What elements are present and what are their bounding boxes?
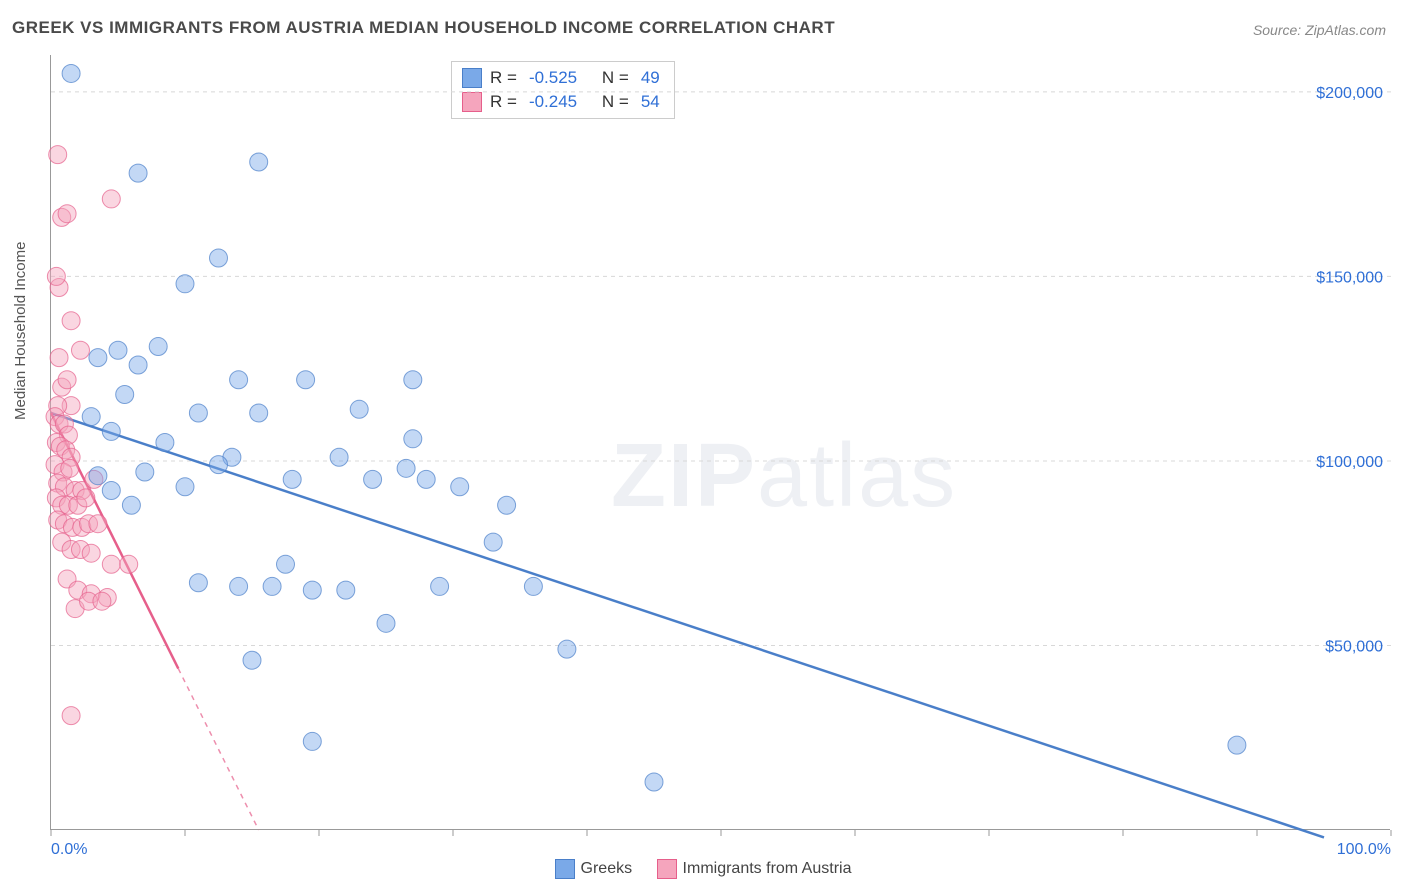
swatch-icon bbox=[657, 859, 677, 879]
plot-area: ZIPatlas R = -0.525 N = 49 R = -0.245 N … bbox=[50, 55, 1390, 830]
svg-text:$100,000: $100,000 bbox=[1316, 454, 1383, 471]
svg-text:$200,000: $200,000 bbox=[1316, 85, 1383, 102]
bottom-legend: Greeks Immigrants from Austria bbox=[0, 859, 1406, 884]
legend-item: Greeks bbox=[555, 859, 633, 879]
source-label: Source: ZipAtlas.com bbox=[1253, 22, 1386, 38]
legend-label: Immigrants from Austria bbox=[683, 860, 852, 878]
svg-text:$150,000: $150,000 bbox=[1316, 269, 1383, 286]
y-axis-title: Median Household Income bbox=[12, 242, 29, 420]
svg-text:0.0%: 0.0% bbox=[51, 841, 87, 858]
scatter-plot: $50,000$100,000$150,000$200,0000.0%100.0… bbox=[51, 55, 1390, 829]
swatch-icon bbox=[555, 859, 575, 879]
legend-item: Immigrants from Austria bbox=[657, 859, 852, 879]
svg-text:100.0%: 100.0% bbox=[1337, 841, 1391, 858]
svg-text:$50,000: $50,000 bbox=[1325, 638, 1383, 655]
legend-label: Greeks bbox=[581, 860, 633, 878]
chart-title: GREEK VS IMMIGRANTS FROM AUSTRIA MEDIAN … bbox=[12, 18, 835, 38]
